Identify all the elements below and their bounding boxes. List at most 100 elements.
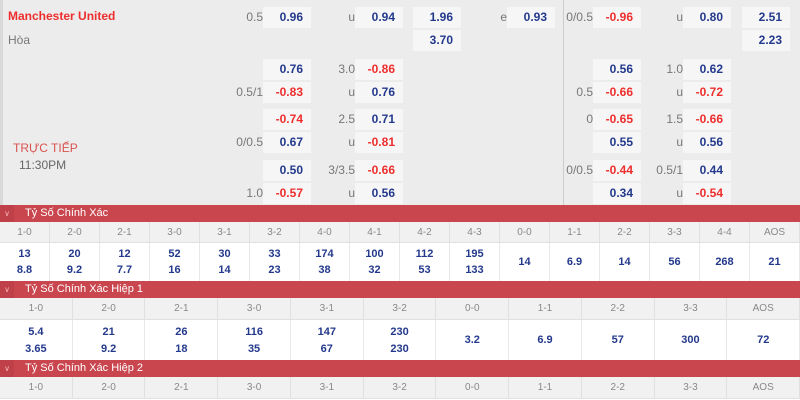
- score-odds-cell[interactable]: 174 38: [300, 243, 350, 281]
- score-odds-cell[interactable]: 14: [500, 243, 550, 281]
- score-odds-cell[interactable]: 147 67: [291, 320, 364, 360]
- score-odds-cell[interactable]: 13 8.8: [0, 243, 50, 281]
- score-odds-cell[interactable]: 6.9: [509, 320, 582, 360]
- odds-cell[interactable]: -0.74: [263, 109, 311, 130]
- chevron-down-icon[interactable]: ∨: [0, 360, 14, 377]
- score-odds-cell[interactable]: 21: [750, 243, 800, 281]
- odds-value[interactable]: 7.7: [116, 264, 133, 276]
- odds-value[interactable]: 32: [368, 264, 381, 276]
- odds-cell[interactable]: -0.72: [683, 82, 731, 103]
- odds-cell[interactable]: -0.65: [593, 109, 641, 130]
- score-odds-cell[interactable]: 21 9.2: [73, 320, 146, 360]
- odds-value[interactable]: 5.4: [28, 325, 44, 338]
- odds-cell[interactable]: 0.56: [683, 132, 731, 153]
- score-odds-cell[interactable]: 268: [700, 243, 750, 281]
- odds-value[interactable]: 116: [245, 325, 263, 338]
- odds-value[interactable]: 18: [175, 342, 188, 355]
- odds-value[interactable]: 21: [768, 256, 781, 268]
- score-odds-cell[interactable]: 30 14: [200, 243, 250, 281]
- odds-cell[interactable]: 0.71: [355, 109, 403, 130]
- odds-cell[interactable]: 0.76: [263, 59, 311, 80]
- odds-value[interactable]: 6.9: [566, 256, 583, 268]
- odds-cell[interactable]: 0.44: [683, 160, 731, 181]
- odds-value[interactable]: 67: [320, 342, 333, 355]
- odds-cell[interactable]: 1.96: [413, 7, 461, 28]
- odds-cell[interactable]: 0.96: [263, 7, 311, 28]
- odds-value[interactable]: 147: [317, 325, 336, 338]
- score-odds-cell[interactable]: 20 9.2: [50, 243, 100, 281]
- odds-cell[interactable]: 0.56: [593, 59, 641, 80]
- odds-value[interactable]: 35: [247, 342, 261, 355]
- odds-value[interactable]: 174: [315, 248, 334, 260]
- odds-value[interactable]: 14: [518, 256, 531, 268]
- odds-value[interactable]: 6.9: [537, 334, 553, 346]
- odds-cell[interactable]: 0.80: [683, 7, 731, 28]
- score-odds-cell[interactable]: 14: [600, 243, 650, 281]
- odds-value[interactable]: 33: [268, 248, 281, 260]
- odds-value[interactable]: 230: [390, 325, 409, 338]
- odds-cell[interactable]: -0.96: [593, 7, 641, 28]
- odds-cell[interactable]: 0.34: [593, 183, 641, 204]
- odds-value[interactable]: 52: [168, 248, 181, 260]
- odds-value[interactable]: 3.65: [25, 342, 47, 355]
- odds-value[interactable]: 72: [757, 334, 770, 346]
- odds-cell[interactable]: -0.83: [263, 82, 311, 103]
- score-odds-cell[interactable]: 56: [650, 243, 700, 281]
- section-header[interactable]: ∨ Tỷ Số Chính Xác: [0, 205, 800, 222]
- odds-value[interactable]: 26: [175, 325, 188, 338]
- odds-cell[interactable]: 0.94: [355, 7, 403, 28]
- odds-cell[interactable]: -0.81: [355, 132, 403, 153]
- score-odds-cell[interactable]: 26 18: [145, 320, 219, 360]
- odds-value[interactable]: 300: [681, 334, 700, 346]
- odds-value[interactable]: 268: [715, 256, 734, 268]
- score-odds-cell[interactable]: 5.4 3.65: [0, 320, 73, 360]
- odds-cell[interactable]: -0.44: [593, 160, 641, 181]
- score-odds-cell[interactable]: 33 23: [250, 243, 300, 281]
- odds-value[interactable]: 13: [18, 248, 31, 260]
- section-header[interactable]: ∨ Tỷ Số Chính Xác Hiệp 2: [0, 360, 800, 377]
- score-odds-cell[interactable]: 6.9: [550, 243, 600, 281]
- score-odds-cell[interactable]: 12 7.7: [100, 243, 150, 281]
- odds-cell[interactable]: -0.86: [355, 59, 403, 80]
- odds-value[interactable]: 112: [415, 248, 434, 260]
- odds-value[interactable]: 57: [611, 334, 624, 346]
- odds-value[interactable]: 23: [268, 264, 281, 276]
- odds-value[interactable]: 195: [465, 248, 484, 260]
- score-odds-cell[interactable]: 57: [582, 320, 655, 360]
- odds-cell[interactable]: 0.62: [683, 59, 731, 80]
- odds-cell[interactable]: 0.50: [263, 160, 311, 181]
- odds-cell[interactable]: 0.67: [263, 132, 311, 153]
- odds-cell[interactable]: 0.56: [355, 183, 403, 204]
- odds-value[interactable]: 30: [218, 248, 231, 260]
- odds-value[interactable]: 9.2: [100, 342, 117, 355]
- odds-cell[interactable]: -0.66: [593, 82, 641, 103]
- odds-value[interactable]: 9.2: [66, 264, 83, 276]
- odds-cell[interactable]: -0.66: [355, 160, 403, 181]
- odds-value[interactable]: 133: [465, 264, 484, 276]
- odds-cell[interactable]: 2.51: [742, 7, 790, 28]
- odds-value[interactable]: 14: [618, 256, 631, 268]
- odds-value[interactable]: 21: [102, 325, 115, 338]
- odds-value[interactable]: 230: [390, 342, 409, 355]
- odds-value[interactable]: 38: [318, 264, 331, 276]
- score-odds-cell[interactable]: 52 16: [150, 243, 200, 281]
- score-odds-cell[interactable]: 72: [727, 320, 800, 360]
- odds-value[interactable]: 12: [118, 248, 131, 260]
- odds-cell[interactable]: 0.55: [593, 132, 641, 153]
- score-odds-cell[interactable]: 112 53: [400, 243, 450, 281]
- score-odds-cell[interactable]: 230 230: [364, 320, 437, 360]
- odds-cell[interactable]: -0.57: [263, 183, 311, 204]
- odds-value[interactable]: 20: [68, 248, 81, 260]
- odds-value[interactable]: 16: [168, 264, 181, 276]
- score-odds-cell[interactable]: 116 35: [218, 320, 291, 360]
- odds-cell[interactable]: -0.54: [683, 183, 731, 204]
- section-header[interactable]: ∨ Tỷ Số Chính Xác Hiệp 1: [0, 281, 800, 298]
- chevron-down-icon[interactable]: ∨: [0, 281, 14, 298]
- score-odds-cell[interactable]: 100 32: [350, 243, 400, 281]
- odds-cell[interactable]: 0.93: [507, 7, 555, 28]
- odds-value[interactable]: 100: [365, 248, 384, 260]
- score-odds-cell[interactable]: 195 133: [450, 243, 500, 281]
- odds-value[interactable]: 3.2: [464, 334, 480, 346]
- odds-value[interactable]: 14: [218, 264, 231, 276]
- odds-cell[interactable]: 3.70: [413, 30, 461, 51]
